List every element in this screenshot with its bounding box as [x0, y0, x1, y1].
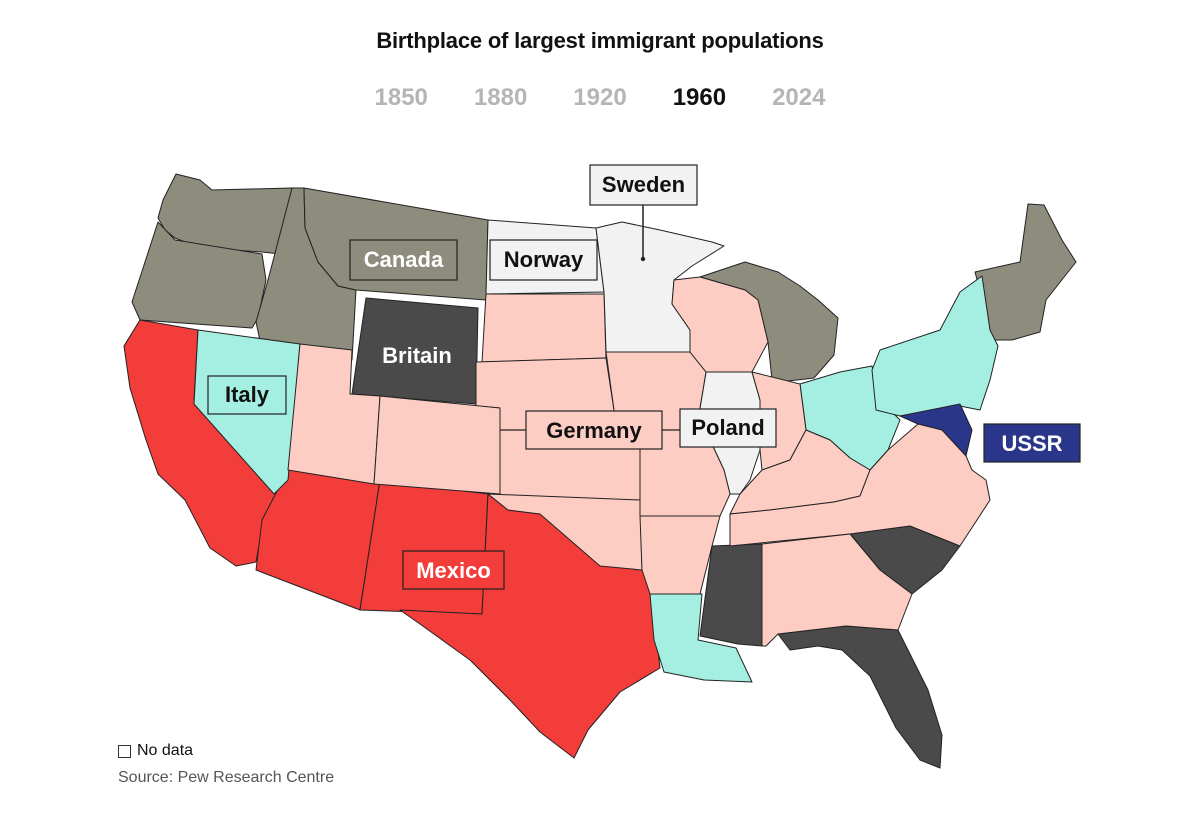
svg-text:Mexico: Mexico: [416, 558, 491, 583]
svg-text:Norway: Norway: [504, 247, 584, 272]
label-norway: Norway: [489, 239, 598, 281]
year-selector: 1850 1880 1920 1960 2024: [0, 84, 1200, 112]
state-south-dakota[interactable]: [481, 293, 607, 363]
label-sweden: Sweden: [589, 164, 698, 206]
year-tab-1960[interactable]: 1960: [672, 84, 727, 111]
svg-text:Canada: Canada: [364, 247, 444, 272]
label-poland: Poland: [679, 408, 777, 448]
label-canada: Canada: [349, 239, 458, 281]
source-note: Source: Pew Research Centre: [118, 769, 335, 786]
svg-text:Italy: Italy: [225, 382, 270, 407]
year-tab-1850[interactable]: 1850: [374, 84, 428, 111]
legend: No data: [118, 742, 193, 760]
year-tab-1880[interactable]: 1880: [473, 84, 528, 111]
state-virginia-nc[interactable]: [729, 423, 991, 547]
label-britain: Britain: [382, 343, 452, 368]
label-germany: Germany: [525, 410, 663, 450]
label-ussr: USSR: [983, 423, 1081, 463]
svg-text:Britain: Britain: [382, 343, 452, 368]
svg-text:Poland: Poland: [691, 415, 764, 440]
state-florida[interactable]: [777, 625, 943, 769]
svg-text:Sweden: Sweden: [602, 172, 685, 197]
legend-swatch-no-data: [118, 744, 131, 758]
state-louisiana[interactable]: [649, 593, 753, 683]
label-italy: Italy: [207, 375, 287, 415]
sweden-callout-dot: [640, 256, 646, 262]
label-mexico: Mexico: [402, 550, 505, 590]
state-new-england[interactable]: [974, 203, 1077, 341]
year-tab-2024[interactable]: 2024: [772, 84, 826, 111]
year-tab-1920[interactable]: 1920: [573, 84, 627, 111]
state-new-york-pa-nj[interactable]: [871, 275, 999, 417]
state-alabama-georgia[interactable]: [761, 533, 913, 647]
state-colorado[interactable]: [373, 395, 501, 495]
state-arkansas[interactable]: [639, 515, 721, 595]
state-new-mexico[interactable]: [359, 479, 489, 615]
svg-text:USSR: USSR: [1001, 431, 1062, 456]
legend-label-no-data: No data: [137, 742, 194, 759]
chart-title: Birthplace of largest immigrant populati…: [376, 28, 824, 53]
state-mississippi[interactable]: [699, 543, 763, 647]
svg-text:Germany: Germany: [546, 418, 642, 443]
state-wisconsin[interactable]: [671, 276, 769, 373]
